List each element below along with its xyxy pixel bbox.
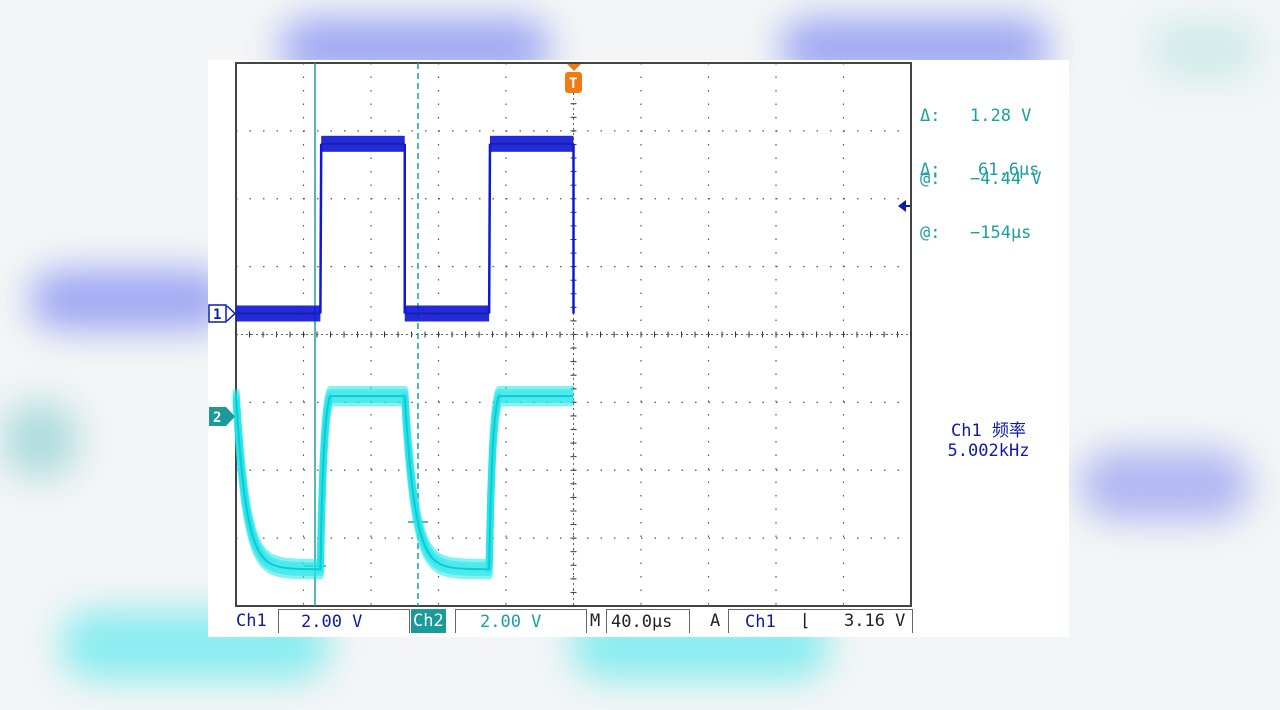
trigger-marker[interactable] [565, 72, 582, 93]
timebase-value[interactable]: 40.0µs [606, 609, 690, 633]
background-blur [1150, 20, 1260, 80]
ch2-marker-label: 2 [213, 410, 221, 426]
delta-t-row: Δ: 61.6µs [920, 160, 1039, 181]
trigger-marker-arrow [567, 64, 581, 71]
delta-t-value: 61.6µs [978, 160, 1040, 180]
ch2-marker[interactable] [209, 407, 226, 426]
ch2-marker-arrow [226, 407, 235, 426]
background-blur [0, 400, 80, 480]
at-v-label: @: [920, 169, 941, 189]
ch1-marker-arrow [226, 305, 237, 322]
background-blur [1080, 450, 1250, 520]
waveform-plot: 1 2 T [208, 62, 912, 607]
trigger-source[interactable]: Ch1 [728, 609, 913, 633]
delta-v-row: Δ: 1.28 V [920, 106, 1031, 127]
ch1-rising-edge [487, 143, 492, 314]
time-cursor-readout: Δ: 61.6µs @: −154µs [920, 118, 1039, 286]
delta-v-label: Δ: [920, 106, 941, 126]
ch1-marker[interactable] [208, 304, 227, 323]
delta-v-value: 1.28 V [970, 106, 1032, 126]
ch2-trace [232, 385, 574, 580]
ch2-status-label[interactable]: Ch2 [411, 609, 446, 633]
at-v-row: @: −4.44 V [920, 169, 1042, 190]
ch2-trace-core [235, 395, 574, 571]
ch1-scale[interactable]: 2.00 V [278, 609, 410, 633]
traces [232, 135, 575, 580]
measurement-value: 5.002kHz [947, 441, 1030, 461]
channel-markers: 1 2 T [208, 64, 910, 426]
at-v-value: −4.44 V [970, 169, 1042, 189]
ch1-rising-edge [319, 143, 323, 314]
m-label: M [590, 611, 601, 631]
measurement-label: Ch1 频率 [951, 421, 1026, 441]
ch1-status-label[interactable]: Ch1 [236, 611, 267, 631]
trigger-level-arrow [898, 200, 906, 212]
ch2-scale[interactable]: 2.00 V [455, 609, 587, 633]
trigger-slope-icon: ⌊ [800, 611, 811, 631]
a-label: A [710, 611, 721, 631]
trigger-level[interactable]: 3.16 V [844, 611, 906, 631]
frequency-measurement: Ch1 频率 5.002kHz [916, 421, 1061, 461]
at-t-label: @: [920, 223, 941, 243]
trigger-marker-label: T [569, 76, 577, 92]
at-t-value: −154µs [970, 223, 1032, 243]
ch1-trace [236, 135, 575, 322]
oscilloscope-screen: 1 2 T Δ: 1.28 V @: −4.44 V Δ: 61.6µs @: −154… [208, 60, 1069, 637]
delta-t-label: Δ: [920, 160, 941, 180]
voltage-cursor-readout: Δ: 1.28 V @: −4.44 V [920, 64, 1042, 232]
background-blur [30, 270, 230, 330]
at-t-row: @: −154µs [920, 223, 1031, 244]
ch2-trace-band [232, 385, 574, 566]
ch1-marker-label: 1 [213, 307, 221, 323]
